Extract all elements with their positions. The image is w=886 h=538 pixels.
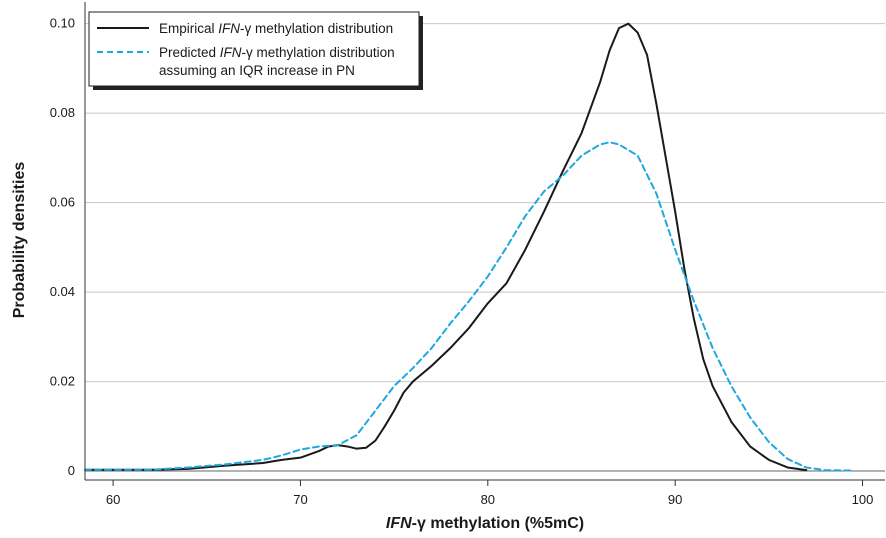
x-tick-label: 100 — [852, 492, 874, 507]
y-axis-title: Probability densities — [11, 162, 28, 319]
tick-labels: 0 0.02 0.04 0.06 0.08 0.10 60 70 80 90 100 — [50, 16, 874, 507]
x-tick-label: 80 — [481, 492, 495, 507]
x-axis-title-rest: -γ methylation (%5mC) — [412, 515, 584, 532]
y-tick-label: 0.02 — [50, 374, 75, 389]
legend-label-predicted-line2: assuming an IQR increase in PN — [159, 63, 355, 78]
legend-label-predicted-italic: IFN — [220, 45, 242, 60]
x-tick-label: 70 — [293, 492, 307, 507]
y-tick-label: 0 — [68, 463, 75, 478]
y-tick-label: 0.04 — [50, 284, 75, 299]
series-lines — [84, 22, 855, 472]
y-tick-label: 0.08 — [50, 105, 75, 120]
legend-label-predicted-post: -γ methylation distribution — [242, 45, 395, 60]
legend-label-empirical-italic: IFN — [218, 21, 240, 36]
series-line-predicted — [84, 141, 855, 472]
gridlines — [85, 23, 885, 472]
x-axis-title-italic: IFN — [386, 515, 412, 532]
legend-label-empirical: Empirical IFN-γ methylation distribution — [159, 21, 393, 36]
x-tick-label: 90 — [668, 492, 682, 507]
x-axis-title: IFN-γ methylation (%5mC) — [386, 515, 584, 532]
legend-box — [88, 11, 420, 87]
legend: Empirical IFN-γ methylation distribution… — [88, 11, 423, 90]
legend-label-predicted: Predicted IFN-γ methylation distribution — [159, 45, 395, 60]
legend-label-predicted-pre: Predicted — [159, 45, 220, 60]
y-tick-label: 0.06 — [50, 195, 75, 210]
legend-label-empirical-pre: Empirical — [159, 21, 218, 36]
y-tick-label: 0.10 — [50, 16, 75, 31]
series-line-empirical — [84, 22, 808, 472]
axes — [84, 2, 885, 486]
legend-label-empirical-post: -γ methylation distribution — [240, 21, 393, 36]
x-tick-label: 60 — [106, 492, 120, 507]
